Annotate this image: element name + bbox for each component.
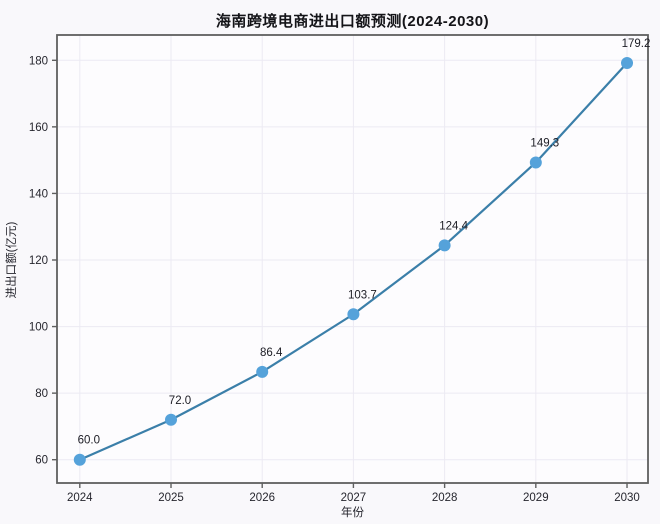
data-point xyxy=(529,156,542,169)
x-tick-label: 2029 xyxy=(523,492,549,504)
data-point xyxy=(438,239,451,252)
y-tick-label: 160 xyxy=(29,122,48,134)
data-point xyxy=(73,453,86,466)
plot-border xyxy=(56,34,649,484)
data-point-label: 179.2 xyxy=(622,38,651,50)
y-tick-label: 60 xyxy=(35,455,48,467)
x-tick-label: 2028 xyxy=(432,492,458,504)
plot-background xyxy=(57,35,648,483)
x-tick-label: 2024 xyxy=(67,492,93,504)
data-point xyxy=(165,413,178,426)
data-point xyxy=(347,308,360,321)
data-point-label: 103.7 xyxy=(348,289,377,301)
x-tick-label: 2030 xyxy=(614,492,640,504)
data-point-label: 149.3 xyxy=(530,137,559,149)
data-point xyxy=(256,365,269,378)
y-tick-label: 100 xyxy=(29,322,48,334)
data-point-label: 60.0 xyxy=(78,435,100,447)
data-point-label: 86.4 xyxy=(260,347,283,359)
x-tick-label: 2026 xyxy=(249,492,275,504)
x-axis-label: 年份 xyxy=(341,507,364,519)
x-tick-label: 2025 xyxy=(158,492,184,504)
y-tick-label: 80 xyxy=(35,388,48,400)
y-tick-label: 120 xyxy=(29,255,48,267)
data-point-label: 72.0 xyxy=(169,395,191,407)
y-tick-label: 180 xyxy=(29,55,48,67)
data-point-label: 124.4 xyxy=(439,220,468,232)
y-axis-label: 进出口额(亿元) xyxy=(6,221,18,299)
y-tick-label: 140 xyxy=(29,188,48,200)
x-tick-label: 2027 xyxy=(341,492,367,504)
data-point xyxy=(621,56,634,69)
chart-title: 海南跨境电商进出口额预测(2024-2030) xyxy=(215,13,490,30)
